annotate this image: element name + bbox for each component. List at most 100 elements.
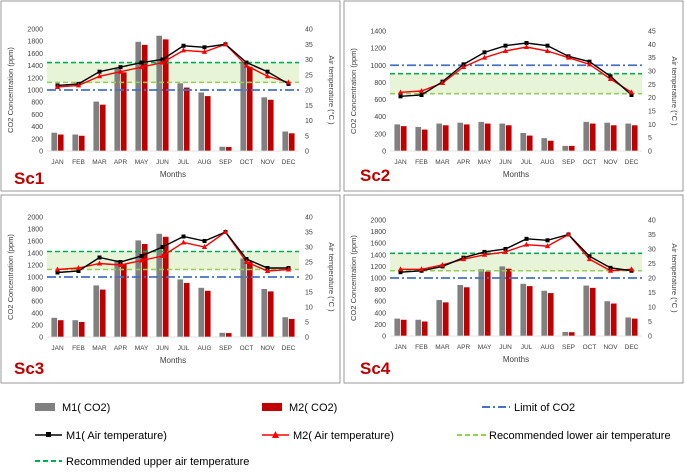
y-tick-label: 600 bbox=[374, 299, 386, 306]
x-tick-label-jan: JAN bbox=[51, 345, 64, 352]
bar-m2-co2-jan bbox=[57, 134, 64, 151]
bar-m2-co2-oct bbox=[246, 66, 253, 151]
y2-tick-label: 5 bbox=[648, 319, 652, 326]
bar-m1-co2-apr bbox=[114, 68, 121, 151]
x-tick-label-feb: FEB bbox=[415, 159, 428, 166]
y2-tick-label: 30 bbox=[648, 247, 656, 254]
point-m2-air-temperature-feb bbox=[418, 266, 425, 272]
point-m2-air-temperature-sep bbox=[222, 41, 229, 47]
y-tick-label: 800 bbox=[374, 80, 386, 87]
y2-tick-label: 35 bbox=[648, 55, 656, 62]
point-m2-air-temperature-may bbox=[138, 64, 145, 70]
x-tick-label-jan: JAN bbox=[51, 159, 64, 166]
line-m2-air-temperature bbox=[400, 233, 632, 272]
bar-m1-co2-nov bbox=[604, 301, 611, 336]
bar-m2-co2-may bbox=[141, 244, 148, 337]
point-m2-air-temperature-oct bbox=[586, 256, 593, 262]
point-m1-air-temperature-jan bbox=[55, 270, 60, 275]
y-tick-label: 2000 bbox=[27, 27, 43, 34]
x-tick-label-may: MAY bbox=[135, 345, 149, 352]
point-m1-air-temperature-jul bbox=[181, 234, 186, 239]
chart-sc3: 0 200 400 600 800 1000 1200 1400 1600 1800 2000 0 5 1… bbox=[6, 215, 336, 379]
bar-m2-co2-mar bbox=[442, 302, 449, 336]
point-m2-air-temperature-mar bbox=[439, 261, 446, 267]
x-tick-label-jun: JUN bbox=[156, 159, 169, 166]
point-m1-air-temperature-jul bbox=[181, 43, 186, 48]
bar-m2-co2-sep bbox=[225, 147, 232, 151]
point-m1-air-temperature-jul bbox=[524, 236, 529, 241]
point-m2-air-temperature-nov bbox=[264, 268, 271, 273]
y2-axis-title: Air temperature (°C ) bbox=[327, 55, 336, 125]
y-tick-label: 1600 bbox=[27, 239, 43, 246]
point-m1-air-temperature-may bbox=[482, 50, 487, 55]
y2-tick-label: 40 bbox=[305, 215, 313, 222]
y2-tick-label: 40 bbox=[648, 218, 656, 225]
x-tick-label-may: MAY bbox=[135, 159, 149, 166]
bar-m2-co2-mar bbox=[99, 289, 106, 337]
y2-tick-label: 5 bbox=[305, 320, 309, 327]
bar-m2-co2-dec bbox=[288, 133, 295, 151]
y2-tick-label: 35 bbox=[305, 42, 313, 49]
x-tick-label-mar: MAR bbox=[92, 345, 107, 352]
y-tick-label: 600 bbox=[31, 112, 43, 119]
legend-marker-m1-temp bbox=[46, 432, 51, 437]
bar-m1-co2-feb bbox=[415, 319, 422, 336]
point-m2-air-temperature-mar bbox=[96, 260, 103, 266]
bar-m2-co2-feb bbox=[78, 322, 85, 337]
y-tick-label: 1400 bbox=[370, 29, 386, 36]
bar-m2-co2-jun bbox=[162, 39, 169, 152]
y2-tick-label: 40 bbox=[648, 42, 656, 49]
y-axis-title: CO2 Concentration (ppm) bbox=[6, 234, 15, 320]
bar-m1-co2-apr bbox=[457, 122, 464, 151]
y2-axis-title: Air temperature (°C ) bbox=[327, 242, 336, 312]
bar-m1-co2-sep bbox=[219, 332, 226, 337]
x-tick-label-aug: AUG bbox=[197, 345, 211, 352]
bar-m1-co2-nov bbox=[604, 122, 611, 151]
point-m2-air-temperature-aug bbox=[201, 244, 208, 249]
bar-m2-co2-aug bbox=[204, 96, 211, 151]
bar-m2-co2-jan bbox=[57, 320, 64, 337]
x-tick-label-sep: SEP bbox=[562, 159, 575, 166]
y-tick-label: 1800 bbox=[27, 39, 43, 46]
x-axis-title: Months bbox=[503, 355, 529, 364]
point-m2-air-temperature-dec bbox=[628, 89, 635, 95]
bar-m2-co2-jan bbox=[400, 319, 407, 336]
y2-tick-label: 5 bbox=[648, 135, 652, 142]
point-m1-air-temperature-aug bbox=[202, 45, 207, 50]
y-tick-label: 1400 bbox=[370, 252, 386, 259]
x-tick-label-jan: JAN bbox=[394, 159, 407, 166]
bar-m1-co2-oct bbox=[583, 285, 590, 336]
bar-m2-co2-jun bbox=[505, 268, 512, 336]
y2-tick-label: 30 bbox=[305, 245, 313, 252]
chart-sc1: 0 200 400 600 800 1000 1200 1400 1600 1800 2000 0 5 1… bbox=[6, 27, 336, 189]
point-m2-air-temperature-apr bbox=[460, 256, 467, 262]
legend-label-m1-temp: M1( Air temperature) bbox=[66, 430, 167, 442]
y-tick-label: 1400 bbox=[27, 63, 43, 70]
x-tick-label-feb: FEB bbox=[72, 159, 85, 166]
bar-m2-co2-may bbox=[484, 271, 491, 336]
scenario-label-sc3: Sc3 bbox=[14, 359, 44, 378]
bar-m1-co2-feb bbox=[72, 320, 79, 337]
x-axis-title: Months bbox=[160, 356, 186, 365]
x-tick-label-sep: SEP bbox=[562, 344, 575, 351]
recommended-temperature-band bbox=[390, 73, 642, 94]
line-m2-air-temperature bbox=[57, 43, 289, 88]
legend-label-m1-co2: M1( CO2) bbox=[62, 402, 110, 414]
x-axis-title: Months bbox=[160, 170, 186, 179]
y2-tick-label: 15 bbox=[648, 109, 656, 116]
point-m1-air-temperature-apr bbox=[118, 65, 123, 70]
point-m2-air-temperature-may bbox=[481, 251, 488, 257]
bar-m1-co2-may bbox=[135, 41, 142, 152]
point-m2-air-temperature-oct bbox=[586, 61, 593, 67]
y2-axis-title: Air temperature (°C ) bbox=[670, 243, 679, 313]
y-tick-label: 1800 bbox=[27, 227, 43, 234]
point-m1-air-temperature-may bbox=[139, 254, 144, 258]
bar-m2-co2-dec bbox=[288, 319, 295, 337]
bar-m1-co2-may bbox=[135, 240, 142, 337]
bar-m2-co2-aug bbox=[204, 290, 211, 337]
x-tick-label-mar: MAR bbox=[92, 159, 107, 166]
y2-tick-label: 0 bbox=[305, 149, 309, 156]
point-m2-air-temperature-may bbox=[138, 257, 145, 263]
y2-tick-label: 40 bbox=[305, 27, 313, 34]
